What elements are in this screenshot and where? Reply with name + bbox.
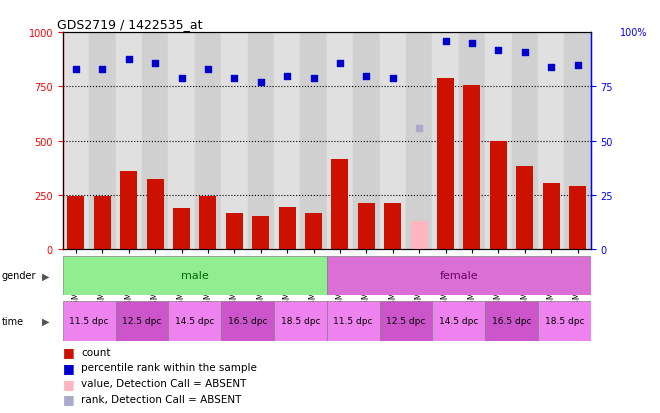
Bar	[221, 301, 274, 341]
Bar	[490, 142, 507, 250]
Bar	[411, 222, 428, 250]
Text: value, Detection Call = ABSENT: value, Detection Call = ABSENT	[81, 378, 247, 388]
Text: ■: ■	[63, 345, 75, 358]
Bar	[63, 33, 89, 250]
Bar	[327, 301, 379, 341]
Bar	[199, 197, 216, 250]
Bar	[94, 197, 111, 250]
Text: 11.5 dpc: 11.5 dpc	[333, 317, 373, 325]
Bar	[485, 33, 512, 250]
Point	[414, 125, 424, 132]
Text: 16.5 dpc: 16.5 dpc	[492, 317, 531, 325]
Bar	[168, 301, 221, 341]
Bar	[538, 301, 591, 341]
Bar	[226, 213, 243, 250]
Text: gender: gender	[1, 271, 36, 281]
Bar	[115, 301, 168, 341]
Bar	[406, 33, 432, 250]
Text: 11.5 dpc: 11.5 dpc	[69, 317, 109, 325]
Point	[282, 73, 292, 80]
Text: 14.5 dpc: 14.5 dpc	[175, 317, 214, 325]
Text: percentile rank within the sample: percentile rank within the sample	[81, 363, 257, 373]
Bar	[437, 78, 454, 250]
Bar	[63, 301, 116, 341]
Text: 18.5 dpc: 18.5 dpc	[280, 317, 320, 325]
Bar	[274, 33, 300, 250]
Point	[97, 66, 108, 73]
Bar	[89, 33, 116, 250]
Bar	[384, 203, 401, 250]
Bar	[168, 33, 195, 250]
Bar	[569, 187, 586, 250]
Bar	[463, 86, 480, 250]
Point	[546, 64, 556, 71]
Bar	[379, 301, 432, 341]
Bar	[485, 301, 538, 341]
Bar	[432, 33, 459, 250]
Text: count: count	[81, 347, 111, 357]
Text: 16.5 dpc: 16.5 dpc	[228, 317, 267, 325]
Bar	[195, 33, 221, 250]
Text: 14.5 dpc: 14.5 dpc	[439, 317, 478, 325]
Bar	[221, 33, 248, 250]
Point	[493, 47, 504, 54]
Text: GDS2719 / 1422535_at: GDS2719 / 1422535_at	[57, 17, 203, 31]
Bar	[538, 33, 564, 250]
Text: female: female	[440, 271, 478, 281]
Point	[255, 80, 266, 86]
Bar	[252, 216, 269, 250]
Text: ■: ■	[63, 377, 75, 390]
Bar	[327, 33, 353, 250]
Bar	[248, 33, 274, 250]
Bar	[543, 184, 560, 250]
Bar	[115, 33, 142, 250]
Point	[335, 60, 345, 67]
Bar	[459, 33, 485, 250]
Text: 18.5 dpc: 18.5 dpc	[544, 317, 584, 325]
Point	[229, 75, 240, 82]
Point	[176, 75, 187, 82]
Bar	[512, 33, 538, 250]
Point	[572, 62, 583, 69]
Point	[387, 75, 398, 82]
Text: 12.5 dpc: 12.5 dpc	[386, 317, 426, 325]
Bar	[516, 166, 533, 250]
Bar	[300, 33, 327, 250]
Bar	[63, 256, 327, 295]
Point	[308, 75, 319, 82]
Text: male: male	[181, 271, 209, 281]
Point	[361, 73, 372, 80]
Bar	[432, 301, 485, 341]
Bar	[305, 213, 322, 250]
Point	[71, 66, 81, 73]
Text: ▶: ▶	[42, 316, 49, 326]
Text: ■: ■	[63, 392, 75, 406]
Bar	[274, 301, 327, 341]
Text: 100%: 100%	[620, 28, 647, 38]
Bar	[564, 33, 591, 250]
Text: rank, Detection Call = ABSENT: rank, Detection Call = ABSENT	[81, 394, 242, 404]
Bar	[120, 172, 137, 250]
Point	[440, 38, 451, 45]
Bar	[279, 208, 296, 250]
Text: 12.5 dpc: 12.5 dpc	[122, 317, 162, 325]
Bar	[353, 33, 380, 250]
Bar	[67, 197, 84, 250]
Point	[203, 66, 213, 73]
Bar	[173, 209, 190, 250]
Point	[123, 57, 134, 64]
Text: time: time	[1, 316, 24, 326]
Text: ■: ■	[63, 361, 75, 374]
Point	[150, 60, 160, 67]
Bar	[142, 33, 168, 250]
Point	[467, 40, 477, 47]
Bar	[379, 33, 406, 250]
Text: ▶: ▶	[42, 271, 49, 281]
Bar	[147, 179, 164, 250]
Bar	[358, 203, 375, 250]
Bar	[327, 256, 591, 295]
Bar	[331, 160, 348, 250]
Point	[519, 49, 530, 56]
